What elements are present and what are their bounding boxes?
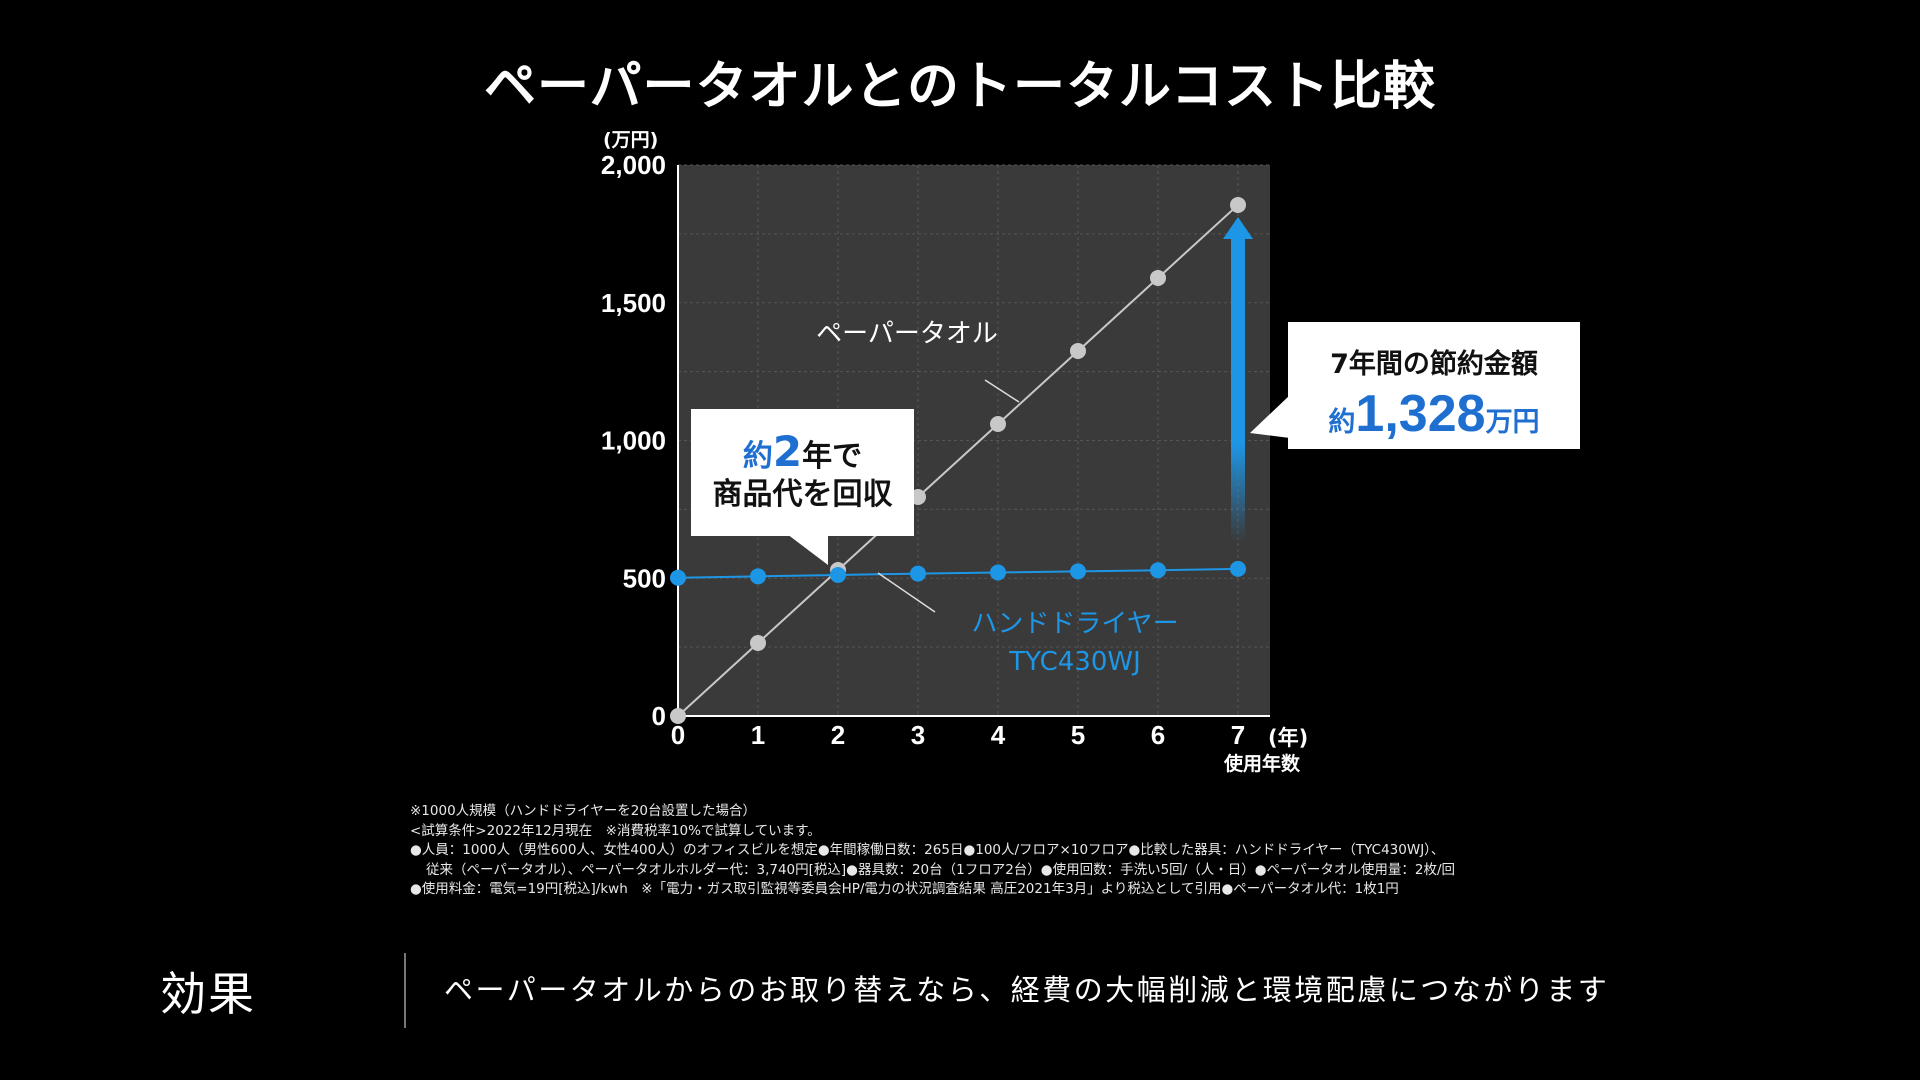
x-tick-label: 4 [991, 720, 1006, 750]
data-point [910, 565, 926, 582]
x-unit-label: (年) [1268, 726, 1308, 750]
footnote-line: ※1000人規模（ハンドドライヤーを20台設置した場合） [410, 803, 756, 819]
data-point [750, 634, 766, 651]
axes [677, 165, 1270, 717]
y-tick-label: 2,000 [601, 150, 666, 180]
y-tick-label: 1,000 [601, 426, 666, 456]
dryer-label-pointer [877, 572, 936, 613]
series-label: TYC430WJ [1008, 647, 1141, 677]
x-tick-label: 5 [1071, 720, 1085, 750]
x-tick-label: 2 [831, 720, 845, 750]
x-tick-label: 6 [1151, 720, 1165, 750]
savings-callout-tail [1250, 395, 1290, 438]
data-point [910, 488, 926, 505]
payback-callout: 約2年で 商品代を回収 [691, 409, 914, 536]
y-tick-labels: 0 500 1,000 1,500 2,000 [601, 150, 666, 731]
data-point [990, 415, 1006, 432]
footnote-line: ●使用料金：電気=19円[税込]/kwh ※「電力・ガス取引監視等委員会HP/電… [410, 881, 1399, 897]
savings-unit: 万円 [1485, 407, 1540, 438]
data-point [990, 564, 1006, 581]
savings-line1: 7年間の節約金額 [1330, 349, 1538, 380]
data-point [1070, 563, 1086, 580]
footnote-line: 従来（ペーパータオル）、ペーパータオルホルダー代：3,740円[税込]●器具数：… [426, 861, 1455, 878]
series-label-pointers [877, 379, 1020, 613]
series-label: ペーパータオル [816, 319, 998, 349]
y-tick-label: 1,500 [601, 288, 666, 318]
footnotes: ※1000人規模（ハンドドライヤーを20台設置した場合） <試算条件>2022年… [410, 802, 1550, 900]
y-tick-label: 0 [652, 701, 666, 731]
data-point [670, 708, 686, 724]
data-point [1230, 196, 1246, 213]
payback-suffix: 年で [802, 439, 863, 474]
payback-prefix: 約 [742, 439, 773, 474]
paper-label-pointer [984, 379, 1020, 403]
y-unit-label: (万円) [603, 129, 658, 151]
payback-years: 2 [772, 427, 803, 476]
cost-comparison-chart: 0 500 1,000 1,500 2,000 0 1 2 3 4 5 6 7 (万円) (年) 使用… [601, 129, 1308, 775]
series-line [677, 567, 1239, 579]
effect-text: ペーパータオルからのお取り替えなら、経費の大幅削減と環境配慮につながります [444, 973, 1610, 1007]
y-tick-label: 500 [623, 563, 666, 593]
page-title: ペーパータオルとのトータルコスト比較 [484, 57, 1436, 117]
effect-label: 効果 [160, 967, 256, 1021]
x-tick-label: 7 [1231, 720, 1245, 750]
footnote-line: ●人員：1000人（男性600人、女性400人）のオフィスビルを想定●年間稼働日… [410, 842, 1445, 858]
footnote-line: <試算条件>2022年12月現在 ※消費税率10%で試算しています。 [410, 822, 821, 839]
savings-prefix: 約 [1328, 407, 1356, 438]
data-point [1070, 342, 1086, 359]
effect-divider [404, 953, 406, 1028]
data-point [1230, 560, 1246, 577]
data-point [670, 569, 686, 586]
x-tick-label: 3 [911, 720, 925, 750]
series-label: ハンドドライヤー [971, 609, 1178, 639]
savings-amount: 1,328 [1355, 385, 1486, 443]
data-point [1150, 269, 1166, 286]
data-point [750, 568, 766, 585]
savings-callout: 7年間の節約金額 約1,328万円 [1288, 322, 1580, 449]
data-point [1150, 562, 1166, 579]
x-tick-labels: 0 1 2 3 4 5 6 7 [671, 720, 1245, 750]
savings-arrow [1223, 216, 1253, 541]
series-group [670, 196, 1246, 724]
x-tick-label: 0 [671, 720, 685, 750]
x-tick-label: 1 [751, 720, 765, 750]
payback-line2: 商品代を回収 [712, 477, 893, 512]
payback-callout-tail [787, 534, 828, 565]
x-axis-title: 使用年数 [1223, 752, 1301, 775]
data-point [830, 566, 846, 583]
series-line [677, 204, 1239, 717]
